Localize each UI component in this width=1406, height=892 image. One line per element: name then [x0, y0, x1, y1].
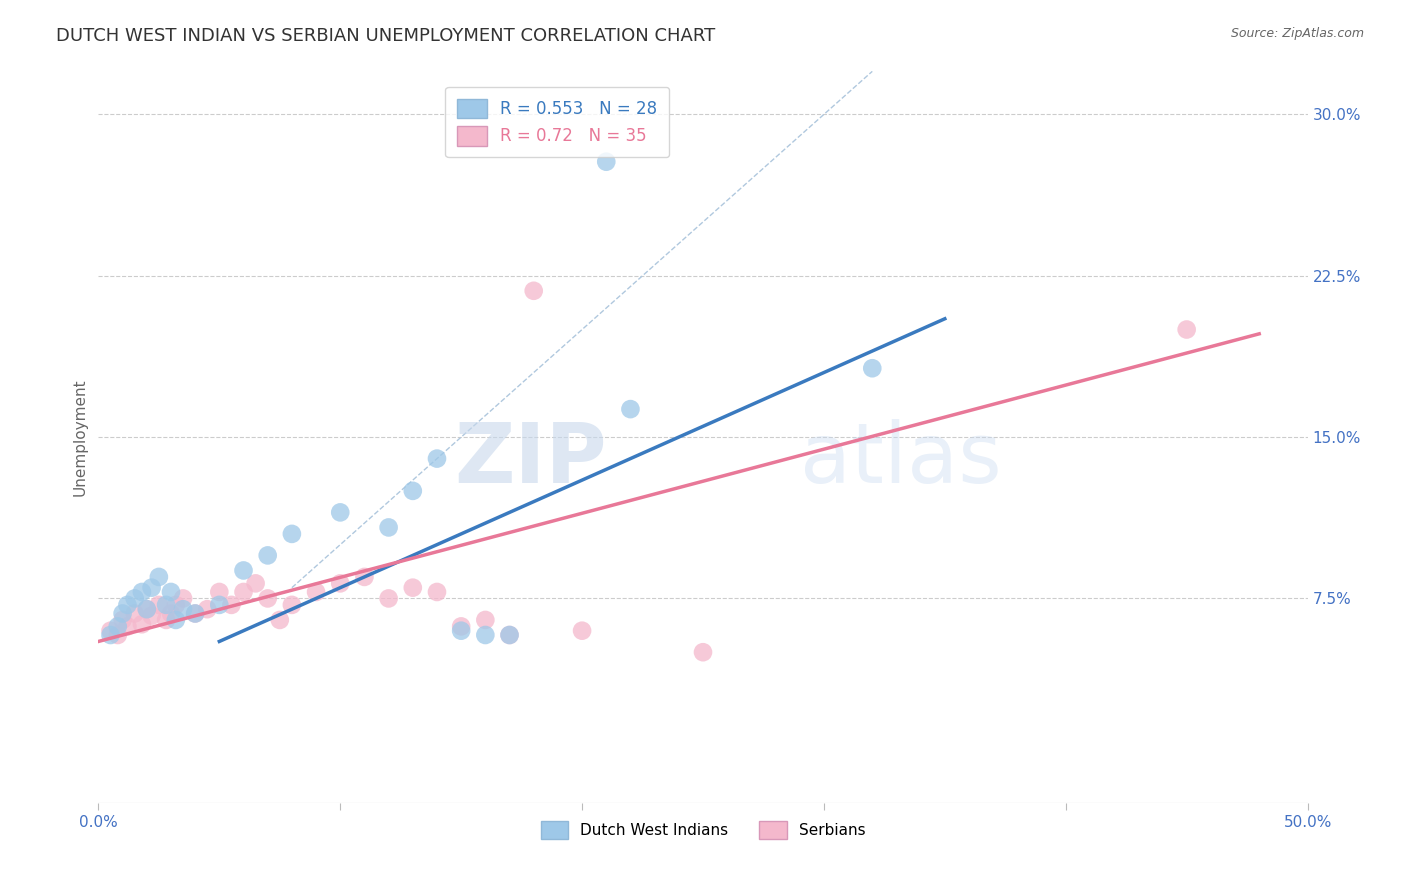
Text: DUTCH WEST INDIAN VS SERBIAN UNEMPLOYMENT CORRELATION CHART: DUTCH WEST INDIAN VS SERBIAN UNEMPLOYMEN…: [56, 27, 716, 45]
Serbians: [329, 576, 352, 591]
Dutch West Indians: [329, 505, 352, 519]
Dutch West Indians: [165, 613, 187, 627]
Serbians: [353, 570, 375, 584]
Serbians: [172, 591, 194, 606]
Dutch West Indians: [184, 607, 207, 621]
Dutch West Indians: [155, 598, 177, 612]
Serbians: [426, 585, 449, 599]
Serbians: [111, 613, 134, 627]
Serbians: [155, 613, 177, 627]
Dutch West Indians: [172, 602, 194, 616]
Serbians: [184, 607, 207, 621]
Serbians: [124, 607, 146, 621]
Serbians: [221, 598, 243, 612]
Serbians: [523, 284, 546, 298]
Serbians: [450, 619, 472, 633]
Legend: Dutch West Indians, Serbians: Dutch West Indians, Serbians: [533, 814, 873, 847]
Serbians: [474, 613, 496, 627]
Text: Source: ZipAtlas.com: Source: ZipAtlas.com: [1230, 27, 1364, 40]
Serbians: [208, 585, 231, 599]
Serbians: [256, 591, 278, 606]
Serbians: [245, 576, 267, 591]
Serbians: [232, 585, 254, 599]
Dutch West Indians: [377, 520, 399, 534]
Dutch West Indians: [160, 585, 183, 599]
Serbians: [195, 602, 218, 616]
Dutch West Indians: [426, 451, 449, 466]
Dutch West Indians: [117, 598, 139, 612]
Dutch West Indians: [281, 527, 304, 541]
Serbians: [571, 624, 593, 638]
Dutch West Indians: [402, 483, 425, 498]
Dutch West Indians: [860, 361, 883, 376]
Serbians: [402, 581, 425, 595]
Serbians: [498, 628, 520, 642]
Dutch West Indians: [498, 628, 520, 642]
Dutch West Indians: [100, 628, 122, 642]
Y-axis label: Unemployment: Unemployment: [72, 378, 87, 496]
Dutch West Indians: [474, 628, 496, 642]
Serbians: [165, 598, 187, 612]
Serbians: [281, 598, 304, 612]
Serbians: [160, 607, 183, 621]
Dutch West Indians: [135, 602, 157, 616]
Dutch West Indians: [131, 585, 153, 599]
Dutch West Indians: [208, 598, 231, 612]
Dutch West Indians: [141, 581, 163, 595]
Serbians: [377, 591, 399, 606]
Serbians: [305, 585, 328, 599]
Serbians: [117, 619, 139, 633]
Dutch West Indians: [107, 619, 129, 633]
Dutch West Indians: [232, 564, 254, 578]
Serbians: [148, 598, 170, 612]
Serbians: [269, 613, 291, 627]
Serbians: [135, 602, 157, 616]
Dutch West Indians: [256, 549, 278, 563]
Serbians: [141, 608, 163, 623]
Dutch West Indians: [111, 607, 134, 621]
Dutch West Indians: [595, 154, 617, 169]
Text: ZIP: ZIP: [454, 418, 606, 500]
Serbians: [100, 624, 122, 638]
Dutch West Indians: [124, 591, 146, 606]
Dutch West Indians: [450, 624, 472, 638]
Serbians: [692, 645, 714, 659]
Serbians: [1175, 322, 1198, 336]
Serbians: [131, 617, 153, 632]
Text: atlas: atlas: [800, 418, 1001, 500]
Dutch West Indians: [148, 570, 170, 584]
Serbians: [107, 628, 129, 642]
Dutch West Indians: [619, 402, 641, 417]
